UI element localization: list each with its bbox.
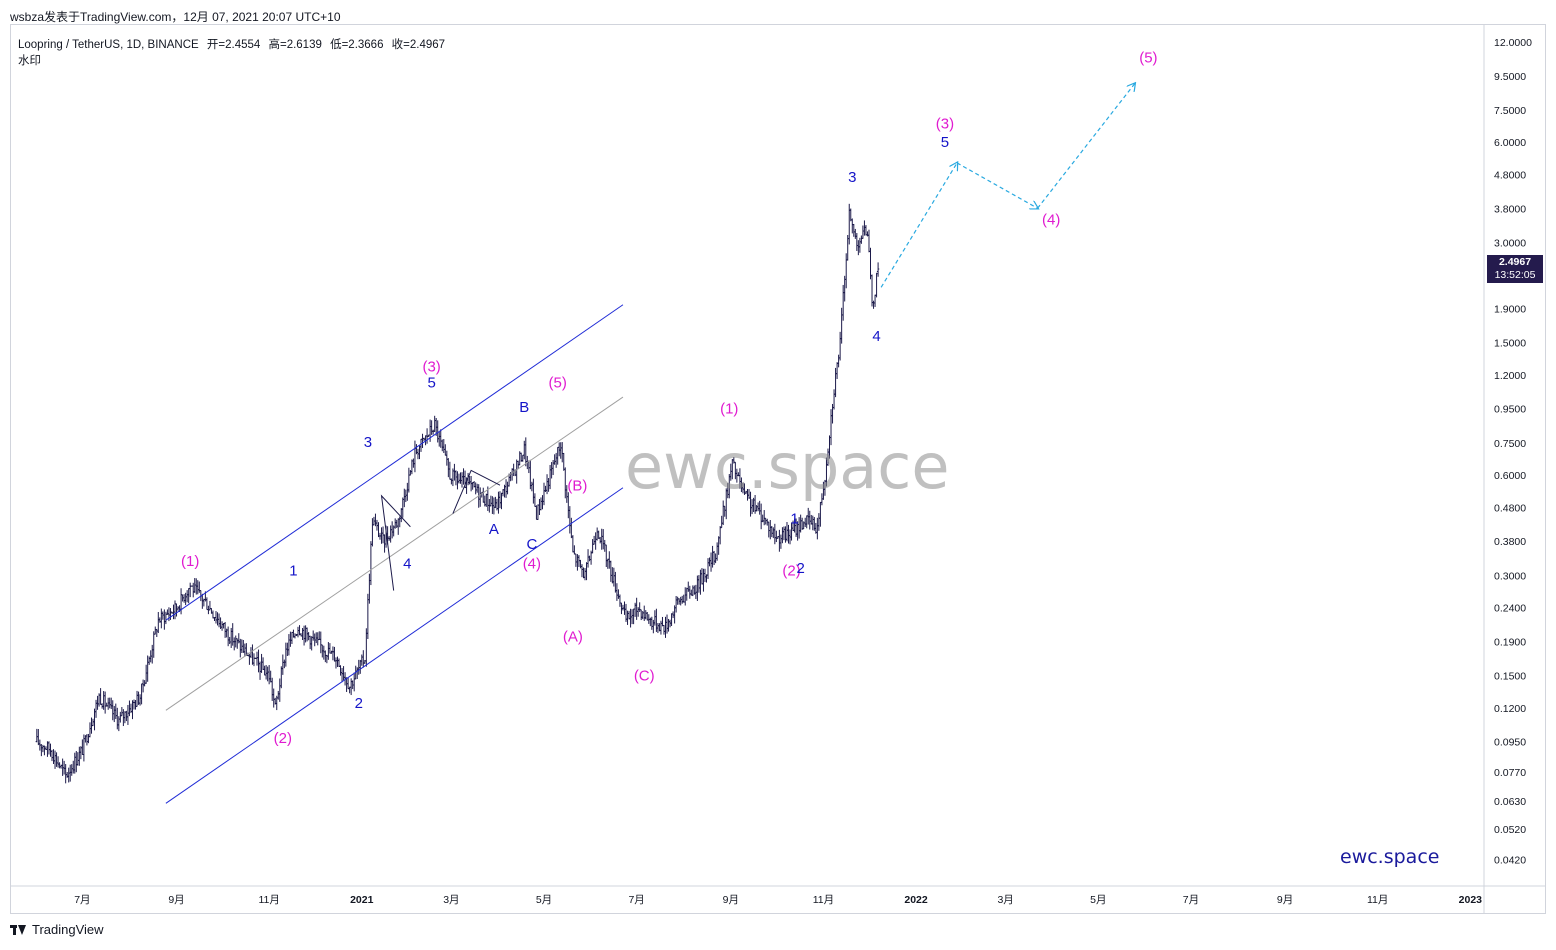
x-tick-label: 2022: [904, 894, 928, 906]
y-tick-label: 0.0770: [1494, 767, 1526, 779]
close-value: 收=2.4967: [391, 39, 446, 51]
wave-label: (5): [549, 375, 567, 392]
x-tick-label: 7月: [74, 894, 90, 906]
y-tick-label: 0.3000: [1494, 570, 1526, 582]
y-tick-label: 7.5000: [1494, 105, 1526, 117]
y-tick-label: 1.5000: [1494, 338, 1526, 350]
wave-labels: (1)(2)1234(3)5ABC(4)(5)(B)(A)(C)(1)(2)12…: [181, 50, 1158, 747]
time-axis: 7月 9月 11月 2021 3月 5月 7月 9月 11月 2022 3月 5月 7月 9月 11月 202…: [74, 894, 1482, 906]
x-tick-label: 2021: [350, 894, 374, 906]
trend-channel: [165, 304, 624, 804]
wave-label: (C): [634, 667, 655, 684]
high-value: 高=2.6139: [268, 39, 322, 51]
y-tick-label: 0.1900: [1494, 636, 1526, 648]
x-tick-label: 11月: [1367, 894, 1388, 906]
y-tick-label: 1.2000: [1494, 370, 1526, 382]
channel-lower-line: [165, 487, 624, 804]
y-tick-label: 0.0520: [1494, 824, 1526, 836]
projection-path: [880, 84, 1135, 288]
channel-mid-line: [165, 396, 624, 711]
symbol-name[interactable]: Loopring / TetherUS, 1D, BINANCE: [18, 39, 199, 51]
x-tick-label: 5月: [1090, 894, 1106, 906]
y-tick-label: 0.0950: [1494, 737, 1526, 749]
x-tick-label: 9月: [723, 894, 739, 906]
wave-label: (1): [181, 553, 199, 570]
x-tick-label: 3月: [443, 894, 459, 906]
wave-label: 4: [403, 555, 411, 572]
y-tick-label: 3.0000: [1494, 237, 1526, 249]
wave-label: (3): [422, 358, 440, 375]
watermark-label: 水印: [18, 55, 41, 67]
x-tick-label: 9月: [168, 894, 184, 906]
wave-label: 5: [941, 134, 949, 151]
wave-label: (2): [782, 562, 800, 579]
wave-label: (3): [936, 115, 954, 132]
footer-brand: TradingView: [32, 922, 104, 937]
wave-label: 3: [364, 434, 372, 451]
y-tick-label: 0.1200: [1494, 703, 1526, 715]
wave-label: (4): [1042, 211, 1060, 228]
y-tick-label: 0.2400: [1494, 603, 1526, 615]
candle-series: [35, 203, 880, 784]
wave-label: A: [489, 521, 499, 538]
x-tick-label: 7月: [628, 894, 644, 906]
wave-label: (4): [523, 555, 541, 572]
open-value: 开=2.4554: [206, 39, 261, 51]
channel-upper-line: [165, 304, 624, 621]
x-tick-label: 11月: [813, 894, 834, 906]
x-tick-label: 7月: [1183, 894, 1199, 906]
y-tick-label: 1.9000: [1494, 304, 1526, 316]
y-tick-label: 6.0000: [1494, 137, 1526, 149]
tradingview-logo-icon: [10, 924, 26, 935]
y-tick-label: 3.8000: [1494, 203, 1526, 215]
triangle-pattern: [380, 494, 411, 591]
brand-label: ewc.space: [1340, 846, 1440, 868]
projection-segment: [956, 162, 1037, 208]
publish-caption: wsbza发表于TradingView.com，12月 07, 2021 20:…: [10, 10, 341, 24]
projection-segment: [880, 163, 957, 288]
footer[interactable]: TradingView: [10, 922, 104, 937]
y-tick-label: 9.5000: [1494, 71, 1526, 83]
wave-label: 1: [289, 562, 297, 579]
last-price: 2.4967: [1498, 256, 1532, 268]
y-tick-label: 12.0000: [1494, 37, 1532, 49]
wave-label: (1): [720, 400, 738, 417]
y-tick-label: 0.1500: [1494, 671, 1526, 683]
chart-frame: [10, 24, 1546, 914]
y-tick-label: 0.0630: [1494, 796, 1526, 808]
chart-watermark: ewc.space: [625, 430, 950, 503]
y-tick-label: 0.4800: [1494, 502, 1526, 514]
y-tick-label: 0.9500: [1494, 404, 1526, 416]
wave-label: B: [519, 399, 529, 416]
wave-label: 3: [848, 169, 856, 186]
wave-label: 2: [355, 695, 363, 712]
x-tick-label: 2023: [1459, 894, 1483, 906]
projection-segment: [1037, 84, 1135, 209]
low-value: 低=2.3666: [330, 39, 384, 51]
y-tick-label: 0.0420: [1494, 855, 1526, 867]
wave-label: (2): [274, 730, 292, 747]
y-tick-label: 4.8000: [1494, 170, 1526, 182]
x-tick-label: 11月: [258, 894, 279, 906]
x-tick-label: 3月: [997, 894, 1013, 906]
last-price-tag: 2.4967 13:52:05: [1487, 255, 1543, 283]
symbol-info: Loopring / TetherUS, 1D, BINANCE 开=2.455…: [18, 36, 450, 52]
bar-countdown: 13:52:05: [1494, 269, 1536, 281]
wave-label: (B): [567, 477, 587, 494]
wave-label: 2: [796, 560, 804, 577]
x-tick-label: 9月: [1277, 894, 1293, 906]
y-tick-label: 0.6000: [1494, 470, 1526, 482]
y-tick-label: 0.3800: [1494, 536, 1526, 548]
wave-label: 4: [872, 328, 880, 345]
wave-label: (A): [563, 628, 583, 645]
y-tick-label: 0.7500: [1494, 438, 1526, 450]
wave-label: C: [526, 536, 537, 553]
wave-label: 1: [790, 510, 798, 527]
wave-label: 5: [427, 375, 435, 392]
triangle-pattern: [452, 469, 501, 514]
x-tick-label: 5月: [536, 894, 552, 906]
price-axis: 12.0000 9.5000 7.5000 6.0000 4.8000 3.8000 3.0…: [1494, 37, 1532, 867]
wave-label: (5): [1139, 50, 1157, 67]
